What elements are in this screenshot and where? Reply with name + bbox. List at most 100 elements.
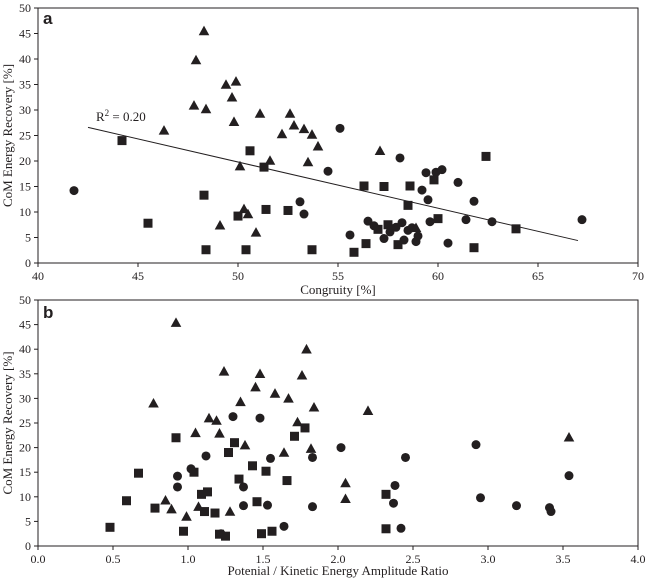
data-point-square — [248, 461, 257, 471]
data-point-triangle — [220, 79, 232, 89]
data-point-square — [267, 526, 277, 536]
data-point-triangle — [239, 439, 251, 450]
data-point-triangle — [305, 443, 317, 453]
x-tick-label: 60 — [432, 269, 444, 283]
y-axis-title: CoM Energy Recovery [%] — [0, 64, 15, 207]
data-point-square — [189, 467, 199, 477]
data-point-circle — [421, 168, 431, 178]
y-tick-label: 0 — [25, 256, 31, 270]
data-point-circle — [397, 218, 407, 228]
data-point-square — [241, 245, 251, 255]
data-point-circle — [423, 195, 433, 205]
data-point-triangle — [198, 25, 210, 36]
data-point-square — [257, 529, 266, 539]
data-point-square — [197, 489, 206, 499]
data-point-square — [179, 526, 188, 536]
r-symbol: R — [96, 109, 105, 124]
y-tick-label: 30 — [19, 391, 31, 405]
data-point-square — [199, 190, 209, 200]
data-point-square — [283, 205, 293, 215]
data-point-triangle — [218, 366, 230, 376]
data-point-triangle — [340, 477, 351, 488]
data-point-triangle — [308, 401, 320, 412]
y-tick-label: 50 — [19, 1, 31, 15]
data-point-square — [210, 508, 220, 518]
data-point-square — [221, 531, 230, 541]
trendline — [87, 126, 579, 242]
data-point-circle — [295, 197, 305, 207]
data-point-circle — [564, 471, 574, 481]
data-point-triangle — [230, 76, 242, 86]
data-point-square — [234, 474, 244, 484]
data-point-square — [201, 245, 211, 255]
data-point-triangle — [190, 54, 202, 65]
data-point-triangle — [160, 494, 171, 505]
panel-a: 40 45 50 55 60 65 70 0 5 10 15 20 25 30 35 40 45 50 Congru… — [0, 1, 644, 297]
data-point-circle — [308, 502, 317, 512]
x-tick-label: 45 — [132, 269, 144, 283]
data-point-triangle — [238, 203, 250, 214]
data-point-square — [230, 438, 239, 448]
data-point-circle — [173, 471, 182, 481]
data-point-square — [383, 220, 393, 230]
x-axis-title: Potenial / Kinetic Energy Amplitude Rati… — [227, 563, 448, 578]
data-point-triangle — [235, 396, 246, 407]
y-tick-label: 25 — [19, 416, 31, 430]
data-point-square — [405, 181, 415, 191]
data-point-circle — [471, 440, 481, 450]
data-point-triangle — [188, 100, 200, 110]
data-point-circle — [201, 451, 211, 461]
data-point-circle — [512, 501, 521, 511]
data-point-circle — [453, 177, 463, 187]
r-squared-annotation: R2 = 0.20 — [96, 108, 146, 124]
data-point-circle — [437, 165, 447, 175]
data-point-square — [150, 503, 160, 513]
data-point-circle — [266, 453, 275, 463]
data-point-triangle — [166, 503, 177, 514]
data-point-triangle — [298, 123, 310, 134]
y-tick-label: 10 — [19, 205, 31, 219]
data-point-square — [282, 476, 292, 486]
data-point-square — [349, 247, 359, 257]
data-point-square — [393, 240, 403, 250]
data-point-triangle — [410, 222, 422, 233]
data-point-circle — [299, 209, 309, 219]
data-point-square — [215, 529, 224, 539]
data-point-circle — [476, 493, 485, 503]
data-point-square — [429, 175, 439, 185]
data-point-triangle — [563, 431, 575, 442]
data-point-square — [171, 433, 181, 443]
data-point-circle — [239, 482, 248, 492]
data-point-circle — [577, 215, 587, 225]
data-point-triangle — [269, 388, 281, 398]
data-point-triangle — [250, 381, 261, 392]
data-point-triangle — [292, 416, 303, 427]
data-point-circle — [425, 217, 435, 227]
data-point-triangle — [181, 511, 192, 521]
data-point-triangle — [284, 108, 296, 118]
y-axis-title: CoM Energy Recovery [%] — [0, 351, 15, 494]
data-point-circle — [308, 452, 317, 462]
y-tick-label: 25 — [19, 129, 31, 143]
data-point-square — [224, 448, 233, 458]
data-point-circle — [336, 443, 346, 453]
data-point-triangle — [278, 447, 290, 457]
y-tick-label: 30 — [19, 103, 31, 117]
data-point-triangle — [362, 405, 374, 415]
data-point-circle — [379, 234, 389, 244]
plot-frame — [37, 7, 639, 264]
data-point-circle — [443, 238, 453, 248]
data-point-square — [381, 489, 391, 499]
data-point-circle — [389, 498, 398, 508]
y-tick-label: 5 — [25, 231, 31, 245]
x-tick-label: 3.0 — [481, 552, 496, 566]
data-point-circle — [323, 166, 333, 176]
data-point-square — [359, 181, 369, 191]
y-tick-label: 40 — [19, 342, 31, 356]
x-tick-label: 3.5 — [556, 552, 571, 566]
y-tick-label: 15 — [19, 465, 31, 479]
data-point-square — [200, 507, 209, 517]
r-value: = 0.20 — [109, 109, 146, 124]
y-tick-label: 45 — [19, 27, 31, 41]
data-point-square — [233, 211, 243, 221]
